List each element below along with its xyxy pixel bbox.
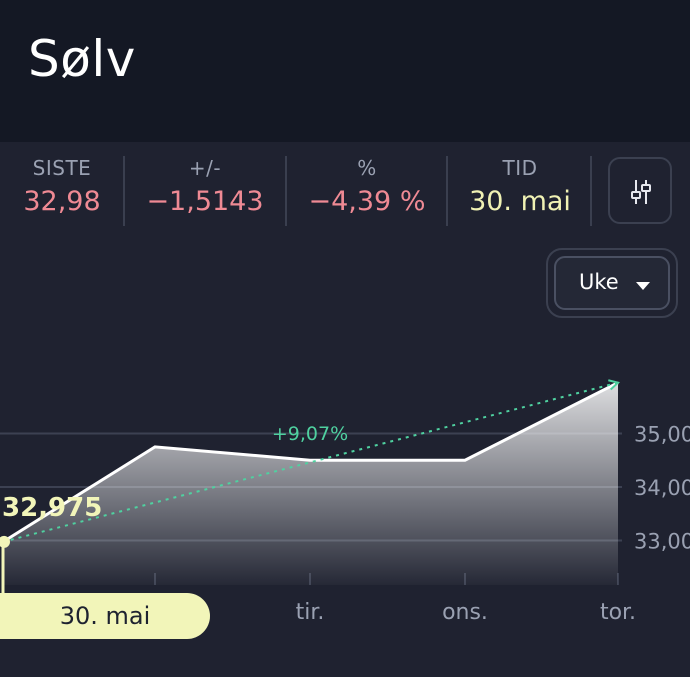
stat-time-value: 30. mai [469,186,571,217]
stat-percent-value: −4,39 % [308,186,426,217]
price-chart: tir. ons. tor. +9,07% 32,975 35,00 34,00 33,… [0,379,690,625]
selected-date-pill: 30. mai [0,593,210,639]
y-tick-label: 33,00 [634,530,690,554]
trend-label: +9,07% [272,423,348,445]
stat-last-label: SISTE [32,156,92,180]
trend-arrow-icon [608,379,621,391]
stat-time-label: TID [502,156,538,180]
trend-line [2,381,619,543]
stat-percent: % −4,39 % [302,156,432,217]
chart-area [3,382,618,585]
y-tick-label: 35,00 [634,423,690,447]
stat-change-value: −1,5143 [146,186,264,217]
price-line [2,381,619,544]
selected-point [0,535,10,548]
stat-divider [590,156,592,226]
caret-down-icon [636,282,650,290]
filter-button[interactable] [608,157,672,224]
stat-change: +/- −1,5143 [140,156,270,217]
app-header: Sølv [0,0,690,142]
period-selector[interactable]: Uke [554,256,670,310]
stat-last-value: 32,98 [23,186,101,217]
x-tick-label: tir. [296,600,325,625]
x-tick-label: ons. [442,600,488,625]
page-title: Sølv [28,30,136,88]
selected-value-label: 32,975 [2,493,102,523]
stat-percent-label: % [357,156,377,180]
x-tick-label: tor. [600,600,636,625]
period-selector-label: Uke [579,270,619,294]
stat-last: SISTE 32,98 [14,156,110,217]
stat-divider [123,156,125,226]
stat-divider [285,156,287,226]
y-tick-label: 34,00 [634,476,690,500]
stats-bar: SISTE 32,98 +/- −1,5143 % −4,39 % TID 30… [0,142,690,242]
sliders-icon [631,180,651,204]
period-selector-focus-ring: Uke [546,248,678,318]
stat-change-label: +/- [188,156,222,180]
stat-divider [446,156,448,226]
y-tick-labels: 35,00 34,00 33,00 [634,423,690,554]
stat-time: TID 30. mai [460,156,580,217]
